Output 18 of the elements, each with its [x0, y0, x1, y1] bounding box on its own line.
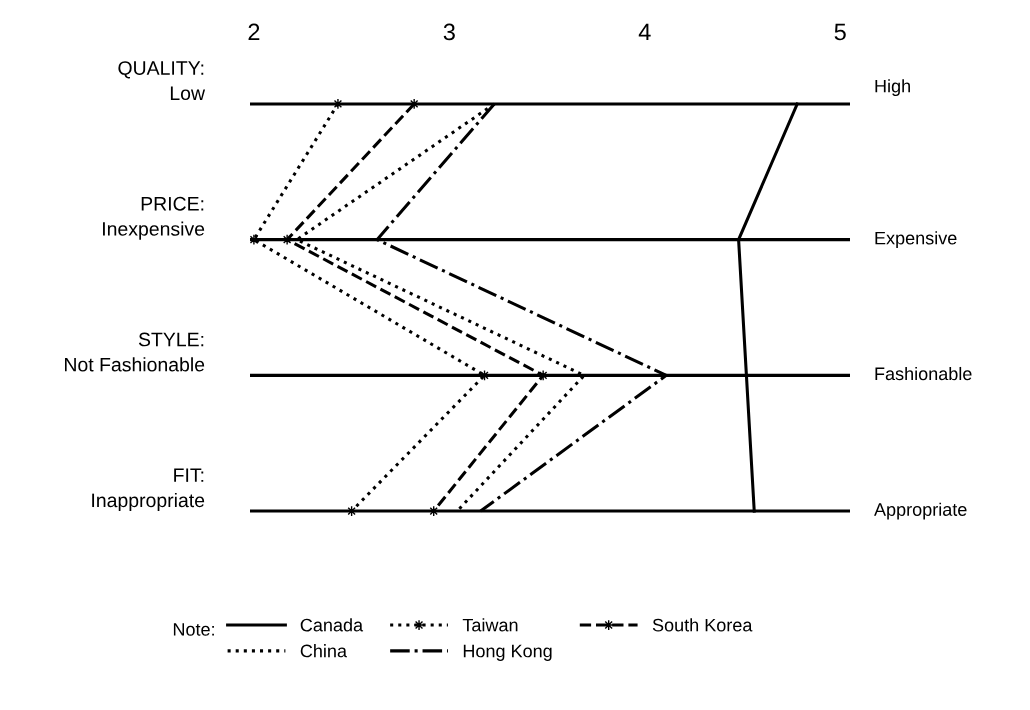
- legend-label: Hong Kong: [463, 644, 552, 661]
- y-tick-label: QUALITY: Low: [118, 61, 206, 101]
- y-tick-label: STYLE: Not Fashionable: [65, 332, 205, 372]
- x-tick-label: 5: [834, 23, 846, 41]
- legend-label: Taiwan: [462, 618, 518, 632]
- legend-label: Canada: [300, 618, 364, 632]
- x-tick-label: 2: [248, 23, 260, 41]
- y-tick-label: PRICE: Inexpensive: [103, 196, 205, 240]
- legend-label: South Korea: [652, 618, 753, 632]
- y2-tick-label: Expensive: [875, 231, 957, 249]
- y-tick-label: FIT: Inappropriate: [92, 468, 205, 512]
- legend-label: China: [300, 644, 347, 658]
- x-tick-label: 3: [443, 23, 455, 41]
- y2-tick-label: Appropriate: [874, 502, 967, 520]
- legend-title: Note:: [173, 623, 214, 636]
- x-tick-label: 4: [638, 23, 651, 41]
- y2-tick-label: High: [875, 79, 910, 97]
- y2-tick-label: Fashionable: [875, 366, 972, 381]
